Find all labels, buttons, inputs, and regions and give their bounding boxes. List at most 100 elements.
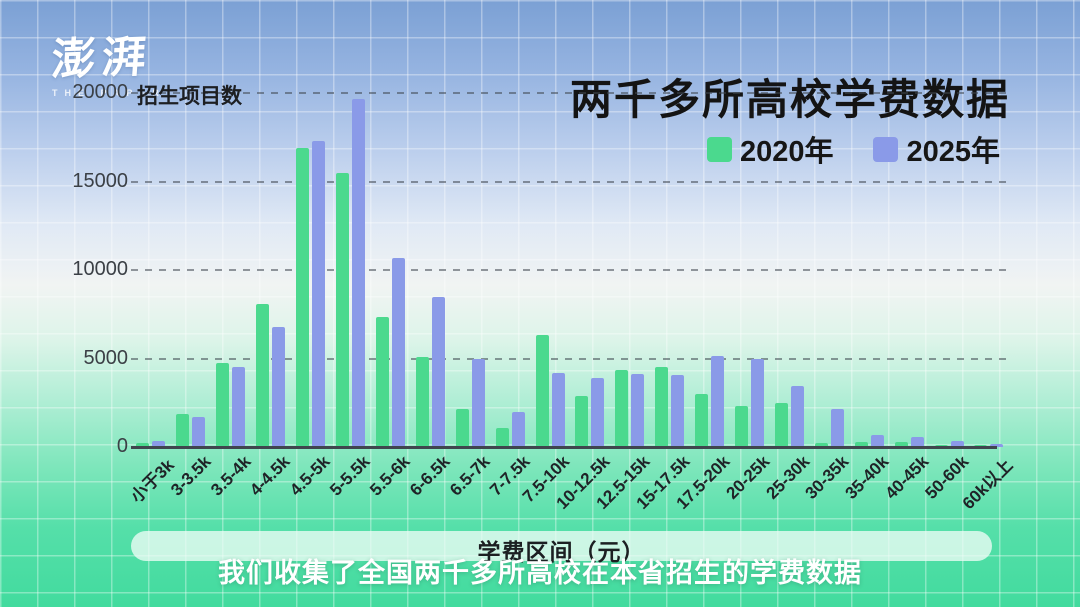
the-paper-logo: 澎湃 THE PAPER <box>49 22 166 98</box>
legend-label: 2020年 <box>739 136 834 168</box>
x-axis-line <box>131 446 997 449</box>
bar-2025年 <box>631 374 645 447</box>
bar-group <box>291 93 331 447</box>
x-tick-label: 35-40k <box>841 452 893 503</box>
bar-group <box>969 93 1009 447</box>
legend-swatch-icon <box>706 136 732 162</box>
gridline <box>131 357 1008 360</box>
bar-2025年 <box>830 408 844 447</box>
legend: 2020年 2025年 <box>706 128 1000 170</box>
bar-2025年 <box>751 359 765 447</box>
bar-group <box>690 93 730 447</box>
x-tick-label: 4.5-5k <box>286 452 335 500</box>
x-tick-label: 25-30k <box>762 452 813 503</box>
bar-2025年 <box>990 444 1004 447</box>
bar-group <box>610 93 650 447</box>
bar-2020年 <box>735 406 749 447</box>
gridline <box>131 92 1008 94</box>
y-tick-label: 20000 <box>72 81 128 103</box>
bar-group <box>131 93 171 447</box>
bar-group <box>370 93 410 447</box>
bar-2025年 <box>711 355 725 447</box>
bar-group <box>570 93 610 447</box>
bar-2025年 <box>391 257 405 447</box>
bar-group <box>929 93 969 447</box>
gridline <box>131 180 1008 183</box>
bar-2025年 <box>671 375 685 447</box>
bar-group <box>251 93 291 447</box>
y-tick-label: 5000 <box>83 346 129 369</box>
caption-pill <box>131 531 992 561</box>
bar-2025年 <box>870 434 884 447</box>
bar-2020年 <box>495 427 509 447</box>
bar-group <box>530 93 570 447</box>
bar-2025年 <box>152 440 166 447</box>
logo-brand-text: 澎湃 <box>49 32 154 85</box>
bar-2025年 <box>431 296 445 447</box>
bar-2025年 <box>272 326 286 447</box>
x-tick-label: 4-4.5k <box>246 452 295 500</box>
x-tick-label: 6-6.5k <box>406 452 454 500</box>
bar-group <box>889 93 929 447</box>
y-tick-label: 0 <box>116 435 128 457</box>
legend-item: 2020年 <box>706 128 834 170</box>
plot-area <box>131 93 1009 447</box>
bar-2025年 <box>950 440 964 447</box>
x-tick-label: 5-5.5k <box>326 452 374 500</box>
bar-2020年 <box>256 303 270 447</box>
bar-2025年 <box>232 367 246 447</box>
legend-label: 2025年 <box>906 136 1000 168</box>
bar-2020年 <box>296 147 310 447</box>
bar-group <box>849 93 889 447</box>
x-tick-label: 6.5-7k <box>446 452 494 500</box>
bar-2025年 <box>551 372 565 447</box>
gridline <box>131 269 1008 271</box>
bar-2020年 <box>695 393 709 447</box>
legend-swatch-icon <box>873 136 899 162</box>
chart-title: 两千多所高校学费数据 <box>569 76 1010 123</box>
bar-2025年 <box>591 377 605 447</box>
bar-2020年 <box>455 408 469 447</box>
bar-2020年 <box>894 441 908 447</box>
y-tick-label: 10000 <box>72 258 128 280</box>
caption-text: 我们收集了全国两千多所高校在本省招生的学费数据 <box>218 558 862 588</box>
bar-group <box>331 93 371 447</box>
bar-2020年 <box>854 441 868 447</box>
bar-2025年 <box>910 437 924 447</box>
bar-2020年 <box>655 367 669 447</box>
y-axis-title: 招生项目数 <box>137 85 242 108</box>
bar-2020年 <box>615 370 629 447</box>
bar-group <box>770 93 810 447</box>
x-tick-label: 3.5-4k <box>206 452 255 500</box>
bar-2020年 <box>216 362 230 447</box>
bar-group <box>730 93 770 447</box>
bar-group <box>171 93 211 447</box>
x-tick-label: 20-25k <box>722 452 774 503</box>
logo-subbrand-text: THE PAPER <box>52 88 166 98</box>
bar-2020年 <box>814 442 828 447</box>
bar-group <box>211 93 251 447</box>
x-tick-label: 40-45k <box>881 452 933 503</box>
bar-2020年 <box>774 402 788 447</box>
bar-2020年 <box>375 316 389 447</box>
bar-2025年 <box>351 99 365 447</box>
bar-2025年 <box>471 359 485 447</box>
y-tick-label: 15000 <box>72 169 128 192</box>
bar-group <box>490 93 530 447</box>
bar-group <box>809 93 849 447</box>
bar-2020年 <box>535 334 549 447</box>
x-tick-label: 小于3k <box>127 455 178 507</box>
x-tick-label: 5.5-6k <box>366 452 414 500</box>
bar-2020年 <box>415 356 429 447</box>
x-tick-label: 3-3.5k <box>166 452 215 500</box>
bar-2025年 <box>192 416 206 447</box>
bar-2025年 <box>511 411 525 447</box>
bar-2020年 <box>176 414 190 447</box>
x-axis-title: 学费区间（元） <box>477 539 646 565</box>
bar-2025年 <box>790 385 804 447</box>
bar-group <box>450 93 490 447</box>
x-tick-label: 30-35k <box>801 452 853 503</box>
bar-2020年 <box>335 172 349 447</box>
bar-group <box>410 93 450 447</box>
